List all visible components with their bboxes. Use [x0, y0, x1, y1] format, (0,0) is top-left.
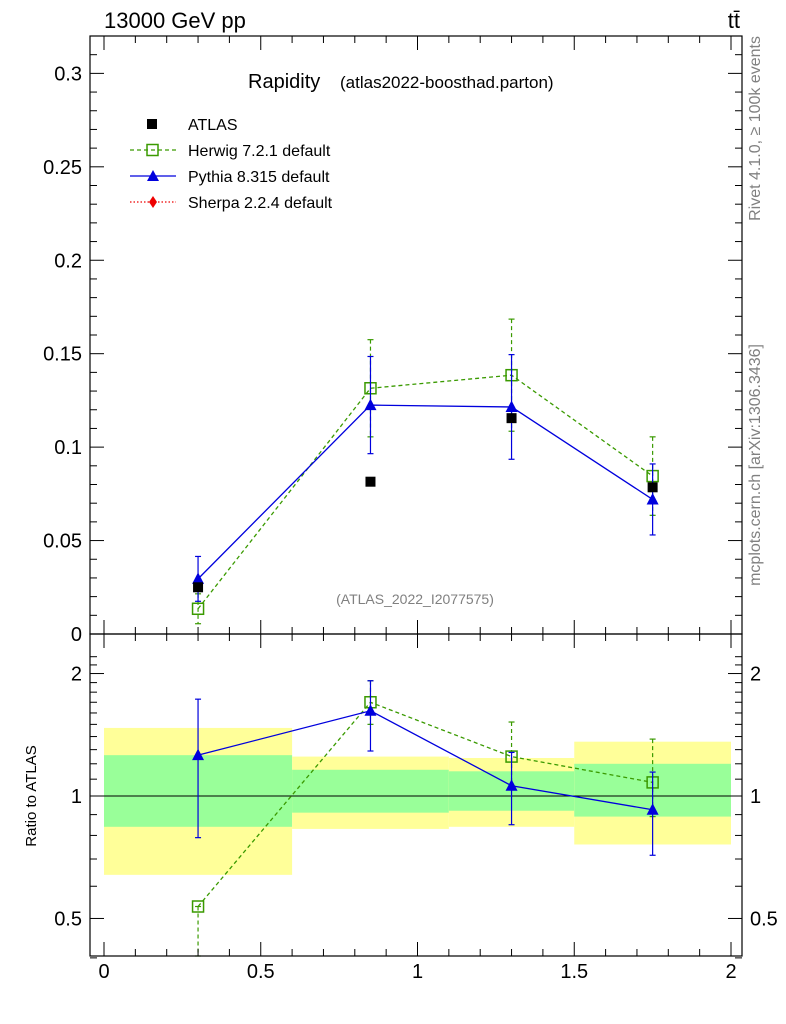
legend-pythia-marker — [147, 170, 159, 181]
ratio-series — [191, 680, 659, 957]
process-label: tt̄ — [728, 8, 740, 33]
main-ytick-label: 0.05 — [43, 531, 82, 553]
herwig-point — [191, 602, 205, 616]
energy-label: 13000 GeV pp — [104, 8, 246, 33]
ratio-frame — [89, 633, 743, 957]
main-ytick-label: 0.1 — [54, 437, 82, 459]
main-ticks: 0 0.05 0.1 0.15 0.2 0.25 0.3 — [43, 36, 742, 646]
ratio-ytick-label: 1 — [71, 786, 82, 808]
ratio-herwig-line — [197, 701, 653, 907]
pythia-point — [364, 398, 377, 411]
herwig-line — [197, 374, 654, 610]
pythia-point — [505, 400, 518, 412]
ratio-ytick-label-right: 2 — [750, 664, 761, 686]
ratio-xtick-label: 0 — [98, 961, 109, 983]
main-chart-subtitle: (atlas2022-boosthad.parton) — [340, 73, 554, 92]
rivet-side-label: Rivet 4.1.0, ≥ 100k events — [747, 36, 764, 221]
ratio-herwig-point — [191, 900, 205, 913]
ratio-pythia-line — [197, 710, 653, 811]
legend-atlas-label: ATLAS — [188, 117, 238, 134]
ratio-ytick-label: 0.5 — [54, 908, 82, 930]
main-ytick-label: 0.25 — [43, 157, 82, 179]
atlas-point — [506, 413, 517, 424]
pythia-line — [197, 404, 653, 580]
main-chart-title: Rapidity — [248, 71, 320, 93]
ratio-pythia-point — [192, 748, 205, 761]
ratio-xtick-label: 0.5 — [247, 961, 275, 983]
ratio-panel: 0.5 0.5 1 1 2 2 0 0.5 1 1.5 2 Ratio to ATLAS — [23, 633, 778, 983]
main-panel: Rapidity (atlas2022-boosthad.parton) (AT… — [43, 35, 743, 646]
ratio-ytick-label-right: 0.5 — [750, 908, 778, 930]
ratio-ytick-label-right: 1 — [750, 786, 761, 808]
main-ytick-label: 0.3 — [54, 63, 82, 85]
ratio-pythia-point — [505, 779, 518, 791]
ratio-ylabel: Ratio to ATLAS — [23, 745, 40, 846]
legend-atlas-marker — [147, 119, 157, 129]
legend: ATLAS Herwig 7.2.1 default Pythia 8.315 … — [130, 117, 333, 212]
legend-herwig-label: Herwig 7.2.1 default — [188, 143, 331, 160]
legend-herwig-marker — [146, 143, 159, 157]
main-series — [191, 318, 659, 625]
ratio-xtick-label: 1 — [412, 961, 423, 983]
atlas-point — [193, 582, 204, 593]
ratio-xtick-label: 1.5 — [560, 961, 588, 983]
ratio-pythia-point — [646, 803, 659, 815]
ratio-ytick-label: 2 — [71, 664, 82, 686]
ratio-pythia-point — [364, 704, 377, 716]
atlas-point — [647, 482, 658, 493]
ratio-band-inner — [292, 769, 449, 813]
ratio-ticks: 0.5 0.5 1 1 2 2 0 0.5 1 1.5 2 — [54, 634, 778, 983]
legend-sherpa-marker — [149, 196, 157, 208]
legend-sherpa-label: Sherpa 2.2.4 default — [188, 195, 333, 212]
main-ytick-label: 0.2 — [54, 250, 82, 272]
pythia-point — [646, 492, 659, 505]
atlas-point — [365, 476, 376, 487]
legend-pythia-label: Pythia 8.315 default — [188, 169, 330, 186]
main-ytick-label: 0 — [71, 624, 82, 646]
ratio-xtick-label: 2 — [725, 961, 736, 983]
pythia-point — [192, 572, 205, 584]
mcplots-side-label: mcplots.cern.ch [arXiv:1306.3436] — [747, 344, 764, 586]
main-ytick-label: 0.15 — [43, 344, 82, 366]
analysis-watermark: (ATLAS_2022_I2077575) — [336, 591, 494, 607]
